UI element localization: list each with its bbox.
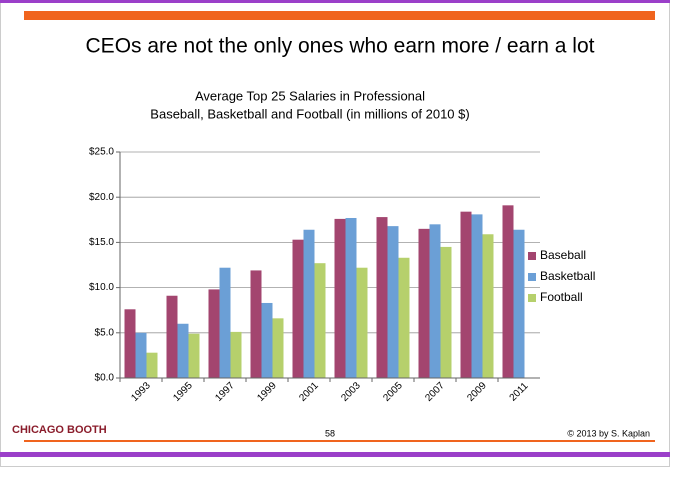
bar [387,226,399,378]
legend-label: Basketball [540,269,595,283]
y-tick-label: $25.0 [89,147,114,158]
bar [398,257,410,378]
bar [482,234,494,378]
bar [334,218,346,378]
page-number: 58 [325,428,335,438]
bar [513,229,525,378]
legend-label: Baseball [540,248,586,262]
bottom-rule [0,452,670,457]
logo: CHICAGO BOOTH [12,424,107,436]
slide-title: CEOs are not the only ones who earn more… [86,35,595,58]
chart-title: Average Top 25 Salaries in Professional [195,88,425,103]
bar [429,224,441,378]
bar [356,267,368,378]
y-tick-label: $10.0 [89,282,114,293]
legend-label: Football [540,290,583,304]
bar [471,214,483,378]
y-tick-label: $0.0 [95,373,115,384]
bar [208,289,220,378]
bar [303,229,315,378]
bar [272,318,284,378]
y-tick-label: $5.0 [95,327,115,338]
bar [188,333,200,378]
chart-title: Baseball, Basketball and Football (in mi… [150,106,469,121]
bar [345,217,357,378]
bar [146,352,158,378]
y-tick-label: $15.0 [89,237,114,248]
footer-rule [24,440,655,442]
orange-bar [24,11,655,20]
bar [261,302,273,378]
bar [177,323,189,378]
bar [376,217,388,378]
bar [250,270,262,378]
bar [219,267,231,378]
bar [230,331,242,378]
bar [440,246,452,378]
bar [135,332,147,378]
bar [124,309,136,378]
bar [460,211,472,378]
legend-swatch [528,252,536,260]
y-tick-label: $20.0 [89,192,114,203]
bar [418,228,430,378]
legend-swatch [528,273,536,281]
top-rule [0,0,670,3]
bar [502,205,514,378]
bar [166,295,178,378]
bar [292,239,304,378]
bar [314,263,326,378]
copyright: © 2013 by S. Kaplan [567,428,650,438]
legend-swatch [528,294,536,302]
